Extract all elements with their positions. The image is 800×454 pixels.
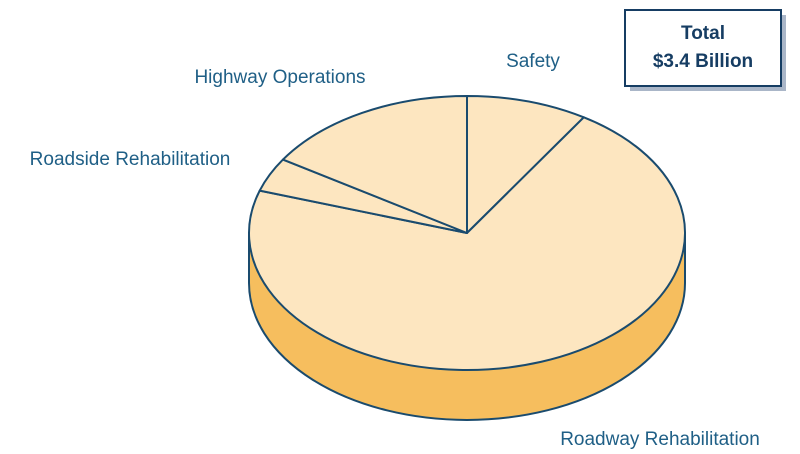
slice-label: Safety [506, 51, 560, 72]
total-value: $3.4 Billion [653, 51, 753, 72]
pie-slice [281, 95, 468, 234]
pie-slice [466, 95, 585, 234]
slice-label: Roadway Rehabilitation [560, 429, 760, 450]
pie [248, 95, 686, 421]
slice-label: Roadside Rehabilitation [30, 149, 231, 170]
total-box [624, 9, 782, 87]
total-label: Total [681, 23, 725, 44]
slice-label: Highway Operations [194, 67, 365, 88]
pie-slice [248, 116, 686, 371]
